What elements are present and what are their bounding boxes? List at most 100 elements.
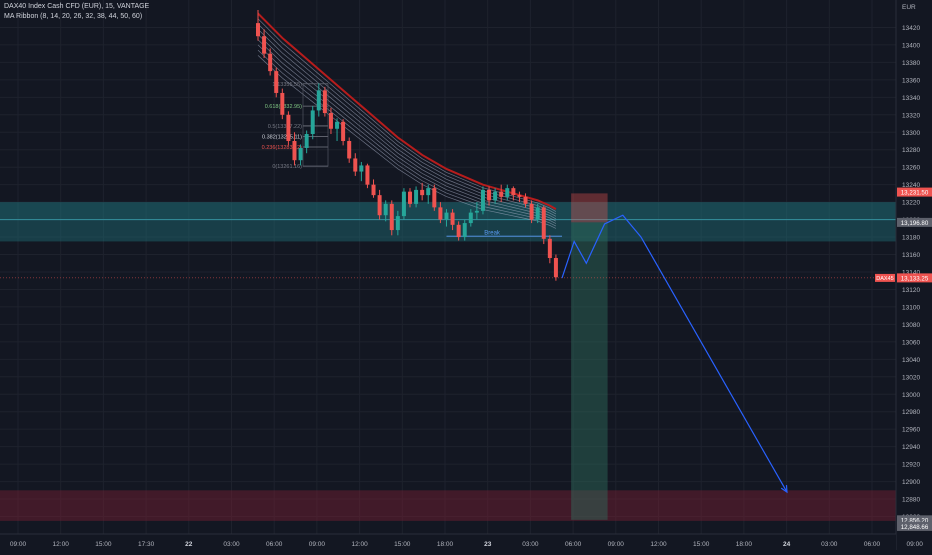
- candle-body: [529, 203, 534, 220]
- candle-body: [408, 191, 412, 204]
- price-badge-text: 13,196.80: [901, 220, 929, 227]
- x-tick-label: 23: [484, 541, 492, 548]
- x-tick-label: 09:00: [10, 541, 27, 548]
- candle-body: [347, 140, 352, 159]
- x-tick-label: 09:00: [309, 541, 326, 548]
- candle-body: [523, 196, 528, 204]
- x-tick-label: 06:00: [565, 541, 582, 548]
- candle-body: [353, 158, 358, 172]
- y-tick-label: 12880: [902, 497, 920, 504]
- fib-label: 1(13355.55): [272, 82, 302, 88]
- time-axis-bg: [0, 534, 896, 550]
- ribbon-line: [257, 28, 557, 217]
- y-tick-label: 13120: [902, 287, 920, 294]
- candle-body: [420, 189, 425, 196]
- y-tick-label: 13220: [902, 200, 920, 207]
- candle-body: [517, 195, 522, 197]
- candle-body: [493, 191, 498, 201]
- x-tick-label: 15:00: [95, 541, 112, 548]
- candle-body: [341, 121, 346, 141]
- x-tick-label: 17:30: [138, 541, 155, 548]
- candle-body: [377, 195, 382, 216]
- target-zone: [0, 490, 896, 521]
- fib-label: 0.236(13283.12): [262, 145, 303, 151]
- price-axis: EUR 13420 13400 13380 13360 13340 13320 13300 13…: [875, 0, 932, 550]
- break-label: Break: [484, 231, 501, 237]
- fib-label: 0(13261.16): [272, 164, 302, 170]
- y-tick-label: 13060: [902, 339, 920, 346]
- y-tick-label: 13280: [902, 147, 920, 154]
- y-tick-label: 13000: [902, 392, 920, 399]
- y-tick-label: 12980: [902, 409, 920, 416]
- support-zone: [0, 219, 896, 242]
- candle-body: [511, 188, 516, 196]
- x-tick-label: 06:00: [864, 541, 881, 548]
- candle-body: [505, 188, 510, 197]
- y-tick-label: 13380: [902, 60, 920, 67]
- candle-body: [414, 189, 419, 204]
- x-tick-label: 09:00: [608, 541, 625, 548]
- x-tick-label: 15:00: [693, 541, 710, 548]
- price-badge: [897, 217, 932, 227]
- price-badge-text: 13,133.25: [901, 275, 929, 282]
- candle-body: [335, 121, 340, 129]
- x-tick-label: 12:00: [53, 541, 70, 548]
- candle-body: [444, 212, 449, 220]
- indicator-legend: MA Ribbon (8, 14, 20, 26, 32, 38, 44, 50…: [4, 13, 143, 20]
- ribbon-line: [257, 55, 557, 229]
- candle-body: [256, 23, 260, 37]
- resistance-zone: [0, 202, 896, 220]
- fib-label: 0.382(13295.11): [262, 135, 302, 141]
- price-badge: [897, 273, 932, 283]
- price-badge: [897, 515, 932, 525]
- y-tick-label: 13260: [902, 165, 920, 172]
- candle-body: [383, 203, 388, 216]
- y-tick-label: 13140: [902, 269, 920, 276]
- y-tick-label: 12900: [902, 479, 920, 486]
- ribbon-line: [257, 23, 557, 215]
- y-tick-label: 13420: [902, 25, 920, 32]
- y-tick-label: 13300: [902, 130, 920, 137]
- y-tick-label: 13400: [902, 42, 920, 49]
- candle-body: [499, 191, 504, 197]
- y-tick-label: 13040: [902, 357, 920, 364]
- zones: [0, 193, 896, 521]
- x-tick-label: 15:00: [394, 541, 411, 548]
- candle-body: [553, 258, 558, 278]
- x-tick-label: 12:00: [650, 541, 667, 548]
- candle-body: [316, 90, 321, 111]
- candle-body: [371, 184, 376, 196]
- projection-arrowhead: [780, 485, 788, 494]
- time-axis: 09:00 12:00 15:00 17:30 22 03:00 06:00 09:00 12:…: [0, 533, 924, 550]
- candle-body: [487, 189, 492, 201]
- x-tick-label: 22: [185, 541, 193, 548]
- currency-label: EUR: [902, 4, 916, 11]
- price-badge-text: 13,231.50: [901, 190, 929, 197]
- y-tick-label: 12920: [902, 462, 920, 469]
- y-tick-label: 13080: [902, 322, 920, 329]
- y-tick-label: 13320: [902, 112, 920, 119]
- x-tick-label: 18:00: [736, 541, 753, 548]
- y-tick-label: 13160: [902, 252, 920, 259]
- y-tick-label: 13020: [902, 374, 920, 381]
- take-profit-box: [571, 222, 608, 520]
- price-badge: [897, 521, 932, 531]
- candle-body: [280, 92, 285, 115]
- chart-title: DAX40 Index Cash CFD (EUR), 15, VANTAGE: [4, 3, 150, 10]
- candle-body: [468, 212, 473, 224]
- projection: [0, 214, 896, 494]
- candle-body: [292, 140, 297, 161]
- price-badge-text: 12,856.20: [901, 517, 929, 524]
- price-badge-text: 12,848.66: [901, 524, 929, 531]
- projection-line: [561, 214, 788, 493]
- candle-body: [426, 188, 431, 196]
- y-tick-label: 12960: [902, 427, 920, 434]
- candle-body: [450, 212, 455, 225]
- candles: [256, 10, 558, 281]
- candle-body: [432, 188, 437, 208]
- candle-body: [456, 224, 461, 238]
- x-tick-label: 09:00: [907, 541, 924, 548]
